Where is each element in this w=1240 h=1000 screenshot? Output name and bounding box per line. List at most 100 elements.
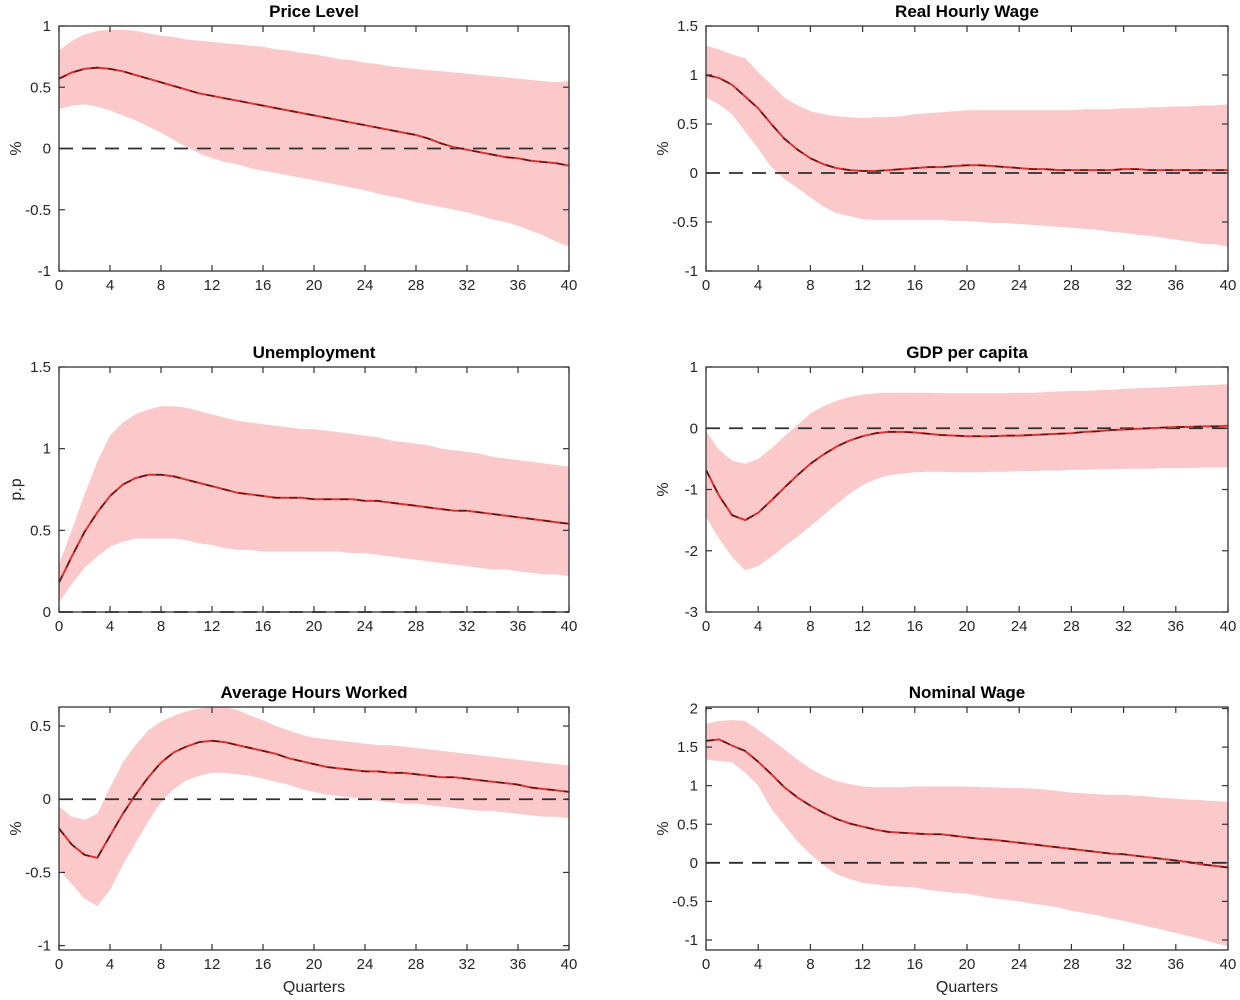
chart-svg-nominal-wage: 0 4 8 12 16 20 24 28 32 36 40 -1 -0.5 0 0.5 1 1.5 2 Nomina…: [655, 683, 1236, 996]
x-tick-label: 16: [906, 277, 923, 294]
x-tick-label: 24: [357, 277, 374, 294]
y-tick-label: 1.5: [30, 359, 51, 376]
x-tick-label: 20: [959, 956, 976, 973]
confidence-band: [59, 707, 569, 907]
y-tick-label: 0: [43, 141, 51, 158]
x-tick-label: 24: [357, 618, 374, 635]
y-tick-label: -1: [38, 938, 51, 955]
confidence-band: [706, 45, 1228, 247]
confidence-band: [59, 29, 569, 247]
y-axis-label: %: [655, 482, 672, 496]
y-tick-label: -2: [685, 543, 698, 560]
confidence-band: [59, 406, 569, 603]
x-tick-label: 36: [1167, 618, 1184, 635]
y-tick-label: 0.5: [677, 816, 698, 833]
x-tick-label: 16: [906, 956, 923, 973]
y-tick-label: -1: [685, 482, 698, 499]
x-tick-label: 0: [702, 618, 710, 635]
y-tick-label: 1: [690, 67, 698, 84]
chart-svg-gdp-per-capita: 0 4 8 12 16 20 24 28 32 36 40 -3 -2 -1 0 1 GDP per capit…: [655, 343, 1236, 635]
x-tick-label: 8: [806, 277, 814, 294]
median-line-dash-overlay: [706, 74, 1228, 172]
y-tick-label: -0.5: [25, 864, 51, 881]
x-tick-label: 4: [754, 618, 762, 635]
x-tick-label: 0: [702, 956, 710, 973]
x-tick-label: 24: [1011, 618, 1028, 635]
x-tick-label: 36: [510, 277, 527, 294]
x-tick-label: 40: [1220, 277, 1237, 294]
x-tick-label: 32: [1115, 956, 1132, 973]
chart-title: GDP per capita: [906, 343, 1028, 362]
x-tick-label: 12: [204, 618, 221, 635]
x-tick-label: 36: [510, 618, 527, 635]
chart-svg-average-hours-worked: 0 4 8 12 16 20 24 28 32 36 40 -1 -0.5 0 0.5 Average Hou…: [8, 683, 577, 996]
y-axis-label: %: [8, 141, 25, 155]
x-axis-label: Quarters: [936, 979, 998, 996]
x-tick-label: 36: [1167, 277, 1184, 294]
x-tick-label: 20: [306, 277, 323, 294]
x-tick-label: 40: [561, 618, 578, 635]
x-tick-label: 8: [806, 618, 814, 635]
x-tick-label: 28: [1063, 277, 1080, 294]
y-tick-label: 1: [43, 441, 51, 458]
chart-title: Price Level: [269, 2, 359, 21]
x-tick-label: 36: [1167, 956, 1184, 973]
y-tick-label: 1.5: [677, 739, 698, 756]
x-tick-label: 8: [157, 277, 165, 294]
x-tick-label: 20: [306, 618, 323, 635]
panel-gdp-per-capita: 0 4 8 12 16 20 24 28 32 36 40 -3 -2 -1 0 1 GDP per capit…: [620, 333, 1240, 666]
confidence-band: [706, 384, 1228, 571]
y-tick-label: -1: [685, 263, 698, 280]
x-tick-label: 24: [1011, 956, 1028, 973]
y-axis-label: %: [655, 141, 672, 155]
median-line-dash-overlay: [706, 738, 1228, 869]
x-tick-label: 12: [204, 277, 221, 294]
y-tick-label: 1: [690, 778, 698, 795]
chart-svg-unemployment: 0 4 8 12 16 20 24 28 32 36 40 0 0.5 1 1.5 Unemployment p…: [8, 343, 578, 635]
x-tick-label: 4: [106, 277, 114, 294]
x-tick-label: 12: [854, 956, 871, 973]
x-tick-label: 28: [408, 277, 425, 294]
x-tick-label: 40: [561, 277, 578, 294]
x-tick-label: 36: [510, 956, 527, 973]
y-tick-label: 1: [43, 18, 51, 35]
confidence-band: [706, 720, 1228, 947]
median-line-dash-overlay: [59, 739, 569, 859]
x-tick-label: 24: [357, 956, 374, 973]
y-tick-label: 0.5: [30, 522, 51, 539]
x-tick-label: 0: [55, 956, 63, 973]
x-tick-label: 28: [1063, 618, 1080, 635]
y-tick-label: 1.5: [677, 18, 698, 35]
x-tick-label: 32: [1115, 618, 1132, 635]
x-tick-label: 0: [702, 277, 710, 294]
x-tick-label: 4: [754, 277, 762, 294]
y-tick-label: -0.5: [672, 893, 698, 910]
x-tick-label: 0: [55, 618, 63, 635]
x-tick-label: 20: [306, 956, 323, 973]
y-tick-label: 0: [43, 791, 51, 808]
x-tick-label: 32: [459, 956, 476, 973]
chart-title: Nominal Wage: [909, 683, 1026, 702]
panel-nominal-wage: 0 4 8 12 16 20 24 28 32 36 40 -1 -0.5 0 0.5 1 1.5 2 Nomina…: [620, 666, 1240, 1000]
y-tick-label: 2: [690, 701, 698, 718]
x-tick-label: 16: [255, 277, 272, 294]
y-tick-label: -1: [685, 932, 698, 949]
chart-title: Unemployment: [253, 343, 376, 362]
y-axis-label: %: [655, 821, 672, 835]
y-tick-label: 1: [690, 359, 698, 376]
x-tick-label: 4: [106, 956, 114, 973]
panel-price-level: 0 4 8 12 16 20 24 28 32 36 40 -1 -0.5 0 0.5 1 Price Leve…: [0, 0, 620, 333]
x-tick-label: 28: [408, 956, 425, 973]
y-tick-label: -1: [38, 263, 51, 280]
median-line: [706, 424, 1228, 522]
y-tick-label: -0.5: [25, 202, 51, 219]
chart-svg-price-level: 0 4 8 12 16 20 24 28 32 36 40 -1 -0.5 0 0.5 1 Price Leve…: [8, 2, 578, 294]
x-tick-label: 16: [255, 956, 272, 973]
x-tick-label: 32: [1115, 277, 1132, 294]
median-line-dash-overlay: [59, 66, 569, 167]
y-tick-label: -0.5: [672, 214, 698, 231]
x-axis-label: Quarters: [283, 979, 345, 996]
chart-title: Real Hourly Wage: [895, 2, 1039, 21]
x-tick-label: 28: [408, 618, 425, 635]
chart-title: Average Hours Worked: [220, 683, 407, 702]
